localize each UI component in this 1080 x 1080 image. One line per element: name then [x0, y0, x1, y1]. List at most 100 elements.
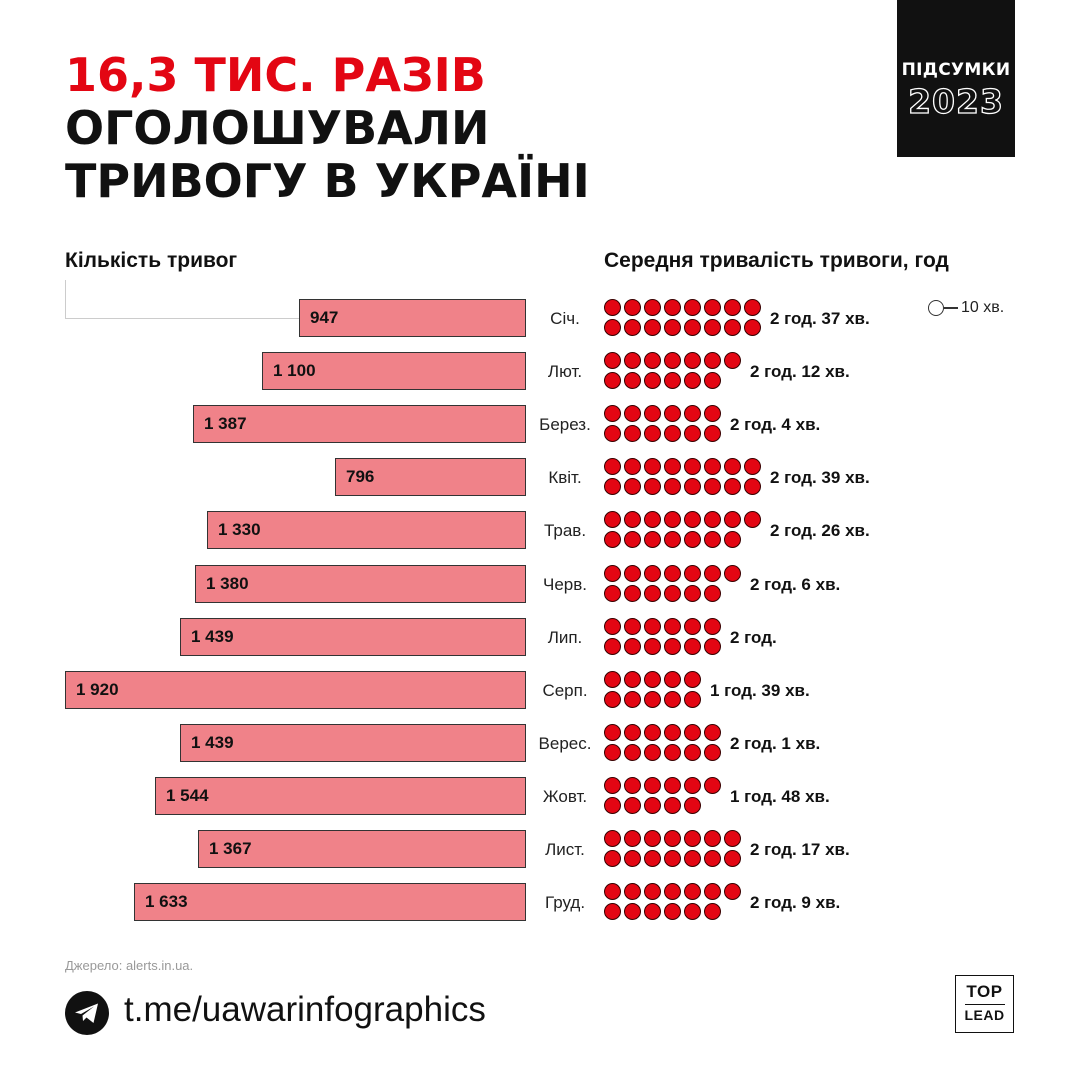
alert-count-bar: 1 330	[207, 511, 526, 549]
title-line-1: 16,3 ТИС. РАЗІВ	[65, 48, 486, 102]
alert-count-label: 1 387	[204, 414, 247, 433]
duration-dot	[684, 372, 701, 389]
telegram-link[interactable]: t.me/uawarinfographics	[124, 990, 486, 1029]
duration-dot	[624, 671, 641, 688]
duration-label: 2 год. 39 хв.	[770, 468, 870, 487]
duration-dot	[664, 585, 681, 602]
duration-dot	[624, 903, 641, 920]
duration-dot	[704, 565, 721, 582]
duration-dot	[684, 797, 701, 814]
month-label: Берез.	[539, 415, 591, 434]
duration-dot	[624, 744, 641, 761]
duration-dot	[624, 797, 641, 814]
duration-dot	[704, 744, 721, 761]
logo-separator	[964, 1004, 1005, 1005]
duration-dot	[664, 565, 681, 582]
alert-count-bar: 1 633	[134, 883, 526, 921]
duration-dot	[724, 565, 741, 582]
duration-label: 1 год. 39 хв.	[710, 681, 810, 700]
duration-dot	[724, 319, 741, 336]
duration-dot	[624, 458, 641, 475]
duration-dot	[704, 511, 721, 528]
alerts-count-header: Кількість тривог	[65, 249, 238, 272]
alert-count-label: 1 330	[218, 520, 261, 539]
alert-count-label: 947	[310, 308, 339, 327]
duration-label: 2 год.	[730, 628, 777, 647]
duration-dot	[644, 797, 661, 814]
duration-dot	[724, 850, 741, 867]
alert-count-label: 1 380	[206, 574, 249, 593]
badge-year: 2023	[907, 81, 1004, 121]
duration-dot	[604, 478, 621, 495]
duration-dot	[664, 883, 681, 900]
duration-label: 2 год. 12 хв.	[750, 362, 850, 381]
duration-dot	[664, 850, 681, 867]
duration-dot	[604, 903, 621, 920]
duration-label: 2 год. 26 хв.	[770, 521, 870, 540]
duration-dot	[664, 511, 681, 528]
duration-dot	[624, 531, 641, 548]
duration-dot	[704, 352, 721, 369]
duration-dot	[704, 830, 721, 847]
duration-dot	[604, 830, 621, 847]
alert-count-bar: 796	[335, 458, 526, 496]
duration-dot	[624, 372, 641, 389]
duration-dot	[724, 299, 741, 316]
duration-label: 2 год. 17 хв.	[750, 840, 850, 859]
alert-count-label: 1 439	[191, 733, 234, 752]
duration-dot	[684, 691, 701, 708]
duration-dot	[604, 638, 621, 655]
duration-dot	[724, 352, 741, 369]
duration-dot	[664, 478, 681, 495]
duration-dot	[664, 777, 681, 794]
duration-label: 2 год. 6 хв.	[750, 575, 841, 594]
duration-dot	[604, 565, 621, 582]
duration-dot	[684, 744, 701, 761]
alert-count-label: 1 439	[191, 627, 234, 646]
duration-dot	[644, 903, 661, 920]
duration-dot	[684, 352, 701, 369]
alert-count-label: 796	[346, 467, 375, 486]
duration-dot	[684, 671, 701, 688]
month-label: Жовт.	[542, 787, 588, 806]
duration-dot	[624, 405, 641, 422]
duration-dot	[704, 777, 721, 794]
duration-dot	[684, 585, 701, 602]
month-label: Квіт.	[548, 468, 582, 487]
badge-label: ПІДСУМКИ	[901, 60, 1011, 80]
duration-dot	[744, 511, 761, 528]
duration-dot	[664, 352, 681, 369]
duration-dot	[644, 671, 661, 688]
duration-dot	[604, 691, 621, 708]
duration-dot	[604, 511, 621, 528]
duration-dot	[644, 618, 661, 635]
duration-dot	[664, 372, 681, 389]
duration-dot	[664, 744, 681, 761]
duration-dot	[644, 352, 661, 369]
duration-dot	[604, 319, 621, 336]
duration-dot	[604, 883, 621, 900]
month-label: Трав.	[543, 521, 587, 540]
duration-dot	[604, 724, 621, 741]
duration-dot	[624, 585, 641, 602]
duration-dot	[684, 511, 701, 528]
alert-count-bar: 1 439	[180, 724, 526, 762]
duration-dot	[644, 478, 661, 495]
alert-count-bar: 1 387	[193, 405, 526, 443]
duration-dot	[684, 299, 701, 316]
duration-dot	[604, 850, 621, 867]
duration-dot	[744, 458, 761, 475]
duration-dot	[624, 478, 641, 495]
duration-dot	[644, 850, 661, 867]
duration-dot	[644, 405, 661, 422]
duration-dot	[664, 405, 681, 422]
duration-dot	[624, 319, 641, 336]
alert-count-bar: 1 100	[262, 352, 526, 390]
telegram-icon[interactable]	[65, 991, 109, 1035]
duration-dot	[604, 531, 621, 548]
duration-dot	[724, 830, 741, 847]
alert-count-label: 1 920	[76, 680, 119, 699]
duration-dot	[684, 830, 701, 847]
duration-dot	[664, 618, 681, 635]
duration-dot	[604, 405, 621, 422]
